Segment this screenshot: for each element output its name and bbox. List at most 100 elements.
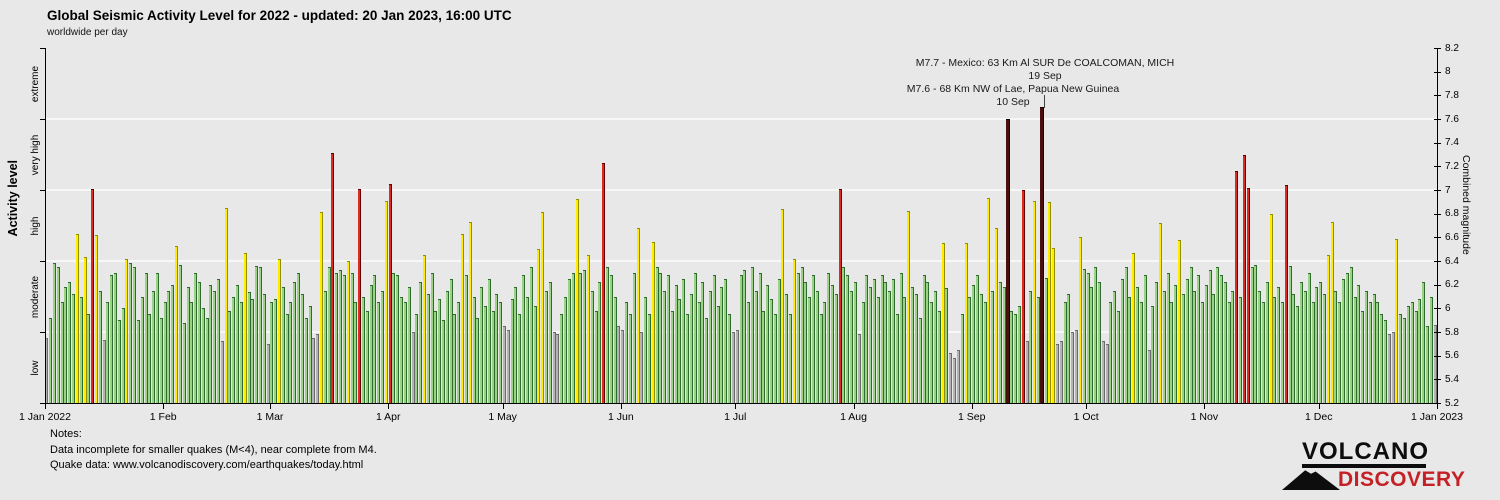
day-bar [876, 296, 880, 403]
x-month-label: 1 Jan 2022 [19, 411, 71, 423]
day-bar [1025, 341, 1029, 403]
day-bar [1181, 294, 1185, 403]
day-bar [91, 188, 95, 403]
day-bar [400, 296, 404, 403]
day-bar [258, 266, 262, 403]
day-bar [853, 282, 857, 403]
day-bar [1311, 302, 1315, 403]
x-month-label: 1 Oct [1073, 411, 1099, 423]
day-bar [1185, 278, 1189, 403]
x-month-label: 1 Aug [840, 411, 867, 423]
day-bar [1040, 107, 1045, 403]
day-bar [564, 296, 568, 403]
day-bar [1005, 119, 1010, 403]
day-bar [1200, 302, 1204, 403]
day-bar [884, 282, 888, 403]
x-month-tick [270, 403, 271, 409]
day-bar [491, 310, 495, 403]
day-bar [94, 234, 98, 403]
day-bar [487, 278, 491, 403]
day-bar [583, 270, 587, 403]
day-bar [831, 284, 835, 403]
day-bar [667, 275, 671, 403]
day-bar [617, 326, 621, 403]
day-bar [316, 334, 320, 403]
day-bar [586, 255, 590, 403]
day-bar [201, 308, 205, 403]
day-bar [510, 298, 514, 403]
day-bar [377, 302, 381, 403]
day-bar [396, 275, 400, 403]
day-bar [1269, 213, 1273, 403]
y-right-tick-label: 7.4 [1445, 137, 1459, 149]
day-bar [411, 332, 415, 403]
day-bar [1403, 317, 1407, 403]
day-bar [278, 258, 282, 403]
day-bar [144, 272, 148, 403]
day-bar [1322, 294, 1326, 403]
day-bar [1017, 305, 1021, 403]
day-bar [503, 326, 507, 403]
day-bar [1319, 282, 1323, 403]
x-month-tick [620, 403, 622, 409]
day-bar [1284, 185, 1288, 403]
day-bar [1410, 302, 1414, 403]
day-bar [846, 275, 850, 403]
day-bar [1151, 305, 1155, 403]
activity-category-label: moderate [30, 275, 41, 318]
day-bar [922, 275, 926, 403]
day-bar [1258, 290, 1262, 403]
day-bar [941, 243, 945, 403]
day-bar [800, 266, 804, 403]
day-bar [1326, 255, 1330, 403]
y-right-tick-label: 6 [1445, 302, 1451, 314]
day-bar [472, 296, 476, 403]
day-bar [598, 282, 602, 403]
day-bar [178, 264, 182, 403]
day-bar [270, 302, 274, 403]
day-bar [243, 252, 247, 403]
day-bar [708, 290, 712, 403]
y-right-tick-label: 5.4 [1445, 373, 1459, 385]
day-bar [1014, 314, 1018, 403]
day-bar [457, 302, 461, 403]
day-bar [594, 310, 598, 403]
y-left-tick [40, 48, 45, 49]
day-bar [1204, 284, 1208, 403]
day-bar [1208, 270, 1212, 403]
day-bar [911, 287, 915, 403]
day-bar [87, 314, 91, 403]
x-month-tick [1204, 403, 1206, 409]
day-bar [731, 332, 735, 403]
day-bar [1349, 266, 1353, 403]
day-bar [842, 266, 846, 403]
chart-subtitle: worldwide per day [47, 27, 128, 38]
day-bar [537, 249, 541, 403]
day-bar [346, 261, 350, 403]
day-bar [110, 275, 114, 403]
day-bar [777, 278, 781, 403]
day-bar [1063, 302, 1067, 403]
day-bar [529, 266, 533, 403]
volcanodiscovery-logo: VOLCANO DISCOVERY [1278, 436, 1493, 494]
y-right-tick [1434, 48, 1441, 49]
day-bar [926, 282, 930, 403]
activity-category-label: very high [30, 134, 41, 175]
day-bar [1101, 341, 1105, 403]
day-bar [1364, 290, 1368, 403]
day-bar [163, 302, 167, 403]
day-bar [1380, 314, 1384, 403]
day-bar [483, 305, 487, 403]
day-bar [972, 284, 976, 403]
day-bar [186, 287, 190, 403]
day-bar [1220, 275, 1224, 403]
x-month-label: 1 Sep [957, 411, 986, 423]
day-bar [1384, 320, 1387, 403]
day-bar [1223, 282, 1227, 403]
day-bar [445, 290, 449, 403]
y-right-tick-label: 5.2 [1445, 397, 1459, 409]
day-bar [918, 317, 922, 403]
day-bar [1300, 282, 1304, 403]
chart-title: Global Seismic Activity Level for 2022 -… [47, 8, 512, 23]
day-bar [720, 287, 724, 403]
